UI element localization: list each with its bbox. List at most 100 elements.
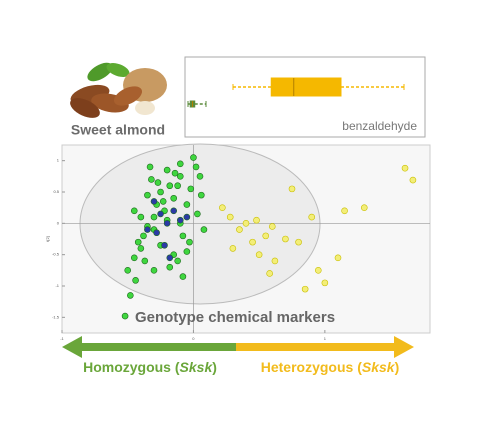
label-part: Sksk	[180, 359, 214, 375]
point	[186, 238, 193, 246]
point	[130, 254, 138, 262]
point	[140, 232, 147, 240]
point	[137, 213, 145, 221]
point	[255, 251, 263, 258]
y-tick-label: -0.5	[52, 252, 60, 257]
point	[176, 173, 184, 180]
point	[170, 194, 178, 202]
point	[200, 226, 208, 233]
point	[166, 254, 174, 262]
y-tick-label: 0.5	[53, 189, 59, 194]
point	[153, 229, 160, 237]
point	[144, 191, 151, 199]
point	[409, 176, 417, 184]
x-tick-label: 0	[192, 336, 195, 341]
point	[174, 182, 181, 190]
y-tick-label: 0	[57, 220, 60, 225]
point	[282, 235, 289, 243]
point	[236, 226, 243, 233]
label-part: Heterozygous (	[261, 359, 362, 375]
point	[341, 207, 348, 215]
point	[132, 277, 139, 284]
label-part: Homozygous (	[83, 359, 180, 375]
point	[163, 220, 171, 227]
point	[157, 210, 164, 218]
point	[148, 176, 155, 183]
label-part: )	[395, 359, 400, 375]
point	[170, 207, 178, 215]
arrow-label: Homozygous (Sksk)	[83, 359, 217, 375]
point	[301, 285, 309, 293]
point	[288, 185, 296, 193]
y-tick-label: -1	[55, 283, 59, 288]
box-label: benzaldehyde	[342, 119, 417, 133]
boxplot-panel	[184, 56, 426, 138]
point	[295, 238, 302, 246]
point	[242, 220, 250, 227]
point	[141, 257, 149, 265]
x-tick-label: -1	[60, 336, 64, 341]
y-tick-label: 1	[57, 158, 60, 163]
point	[334, 254, 342, 262]
point	[253, 216, 260, 224]
point	[144, 226, 151, 233]
y-tick-label: -1.5	[52, 314, 60, 319]
point	[161, 241, 168, 249]
point	[154, 179, 162, 186]
label-part: Sksk	[362, 359, 396, 375]
point	[226, 213, 234, 221]
point	[229, 245, 237, 252]
point	[360, 204, 368, 211]
point	[192, 163, 200, 171]
point	[174, 257, 181, 265]
box	[270, 77, 342, 97]
point	[134, 238, 142, 246]
label-part: )	[212, 359, 217, 375]
point	[321, 279, 329, 287]
point	[137, 245, 145, 252]
sample-label: Sweet almond	[71, 122, 165, 138]
point	[183, 248, 191, 255]
point	[124, 267, 132, 274]
point	[194, 210, 201, 218]
almond-illustration	[70, 62, 167, 118]
point	[314, 267, 322, 274]
point	[166, 182, 174, 190]
arrow-label: Heterozygous (Sksk)	[261, 359, 400, 375]
point	[146, 163, 154, 171]
point	[176, 160, 184, 168]
arrow-left	[62, 336, 240, 358]
scatter-title: Genotype chemical markers	[135, 309, 335, 326]
point	[176, 216, 184, 224]
point	[401, 164, 409, 172]
point	[179, 273, 187, 280]
point	[121, 312, 129, 320]
point	[166, 263, 174, 271]
point	[196, 173, 204, 180]
point	[249, 238, 256, 246]
point	[187, 185, 195, 193]
point	[159, 198, 167, 205]
point	[150, 198, 158, 205]
point	[127, 292, 134, 299]
point	[308, 213, 316, 221]
point	[179, 232, 187, 240]
point	[268, 223, 276, 230]
point	[266, 270, 273, 277]
y-axis-label: t[2]	[45, 236, 50, 242]
hotelling-ellipse	[79, 143, 321, 305]
point	[150, 213, 158, 221]
arrow-right	[236, 336, 414, 358]
point	[183, 201, 191, 208]
point	[271, 257, 279, 265]
point	[163, 166, 171, 174]
point	[262, 232, 270, 240]
point	[157, 188, 164, 196]
point	[130, 207, 138, 215]
x-tick-label: 1	[324, 336, 327, 341]
point	[219, 204, 226, 211]
point	[183, 213, 191, 221]
point	[198, 191, 205, 199]
point	[190, 154, 197, 161]
